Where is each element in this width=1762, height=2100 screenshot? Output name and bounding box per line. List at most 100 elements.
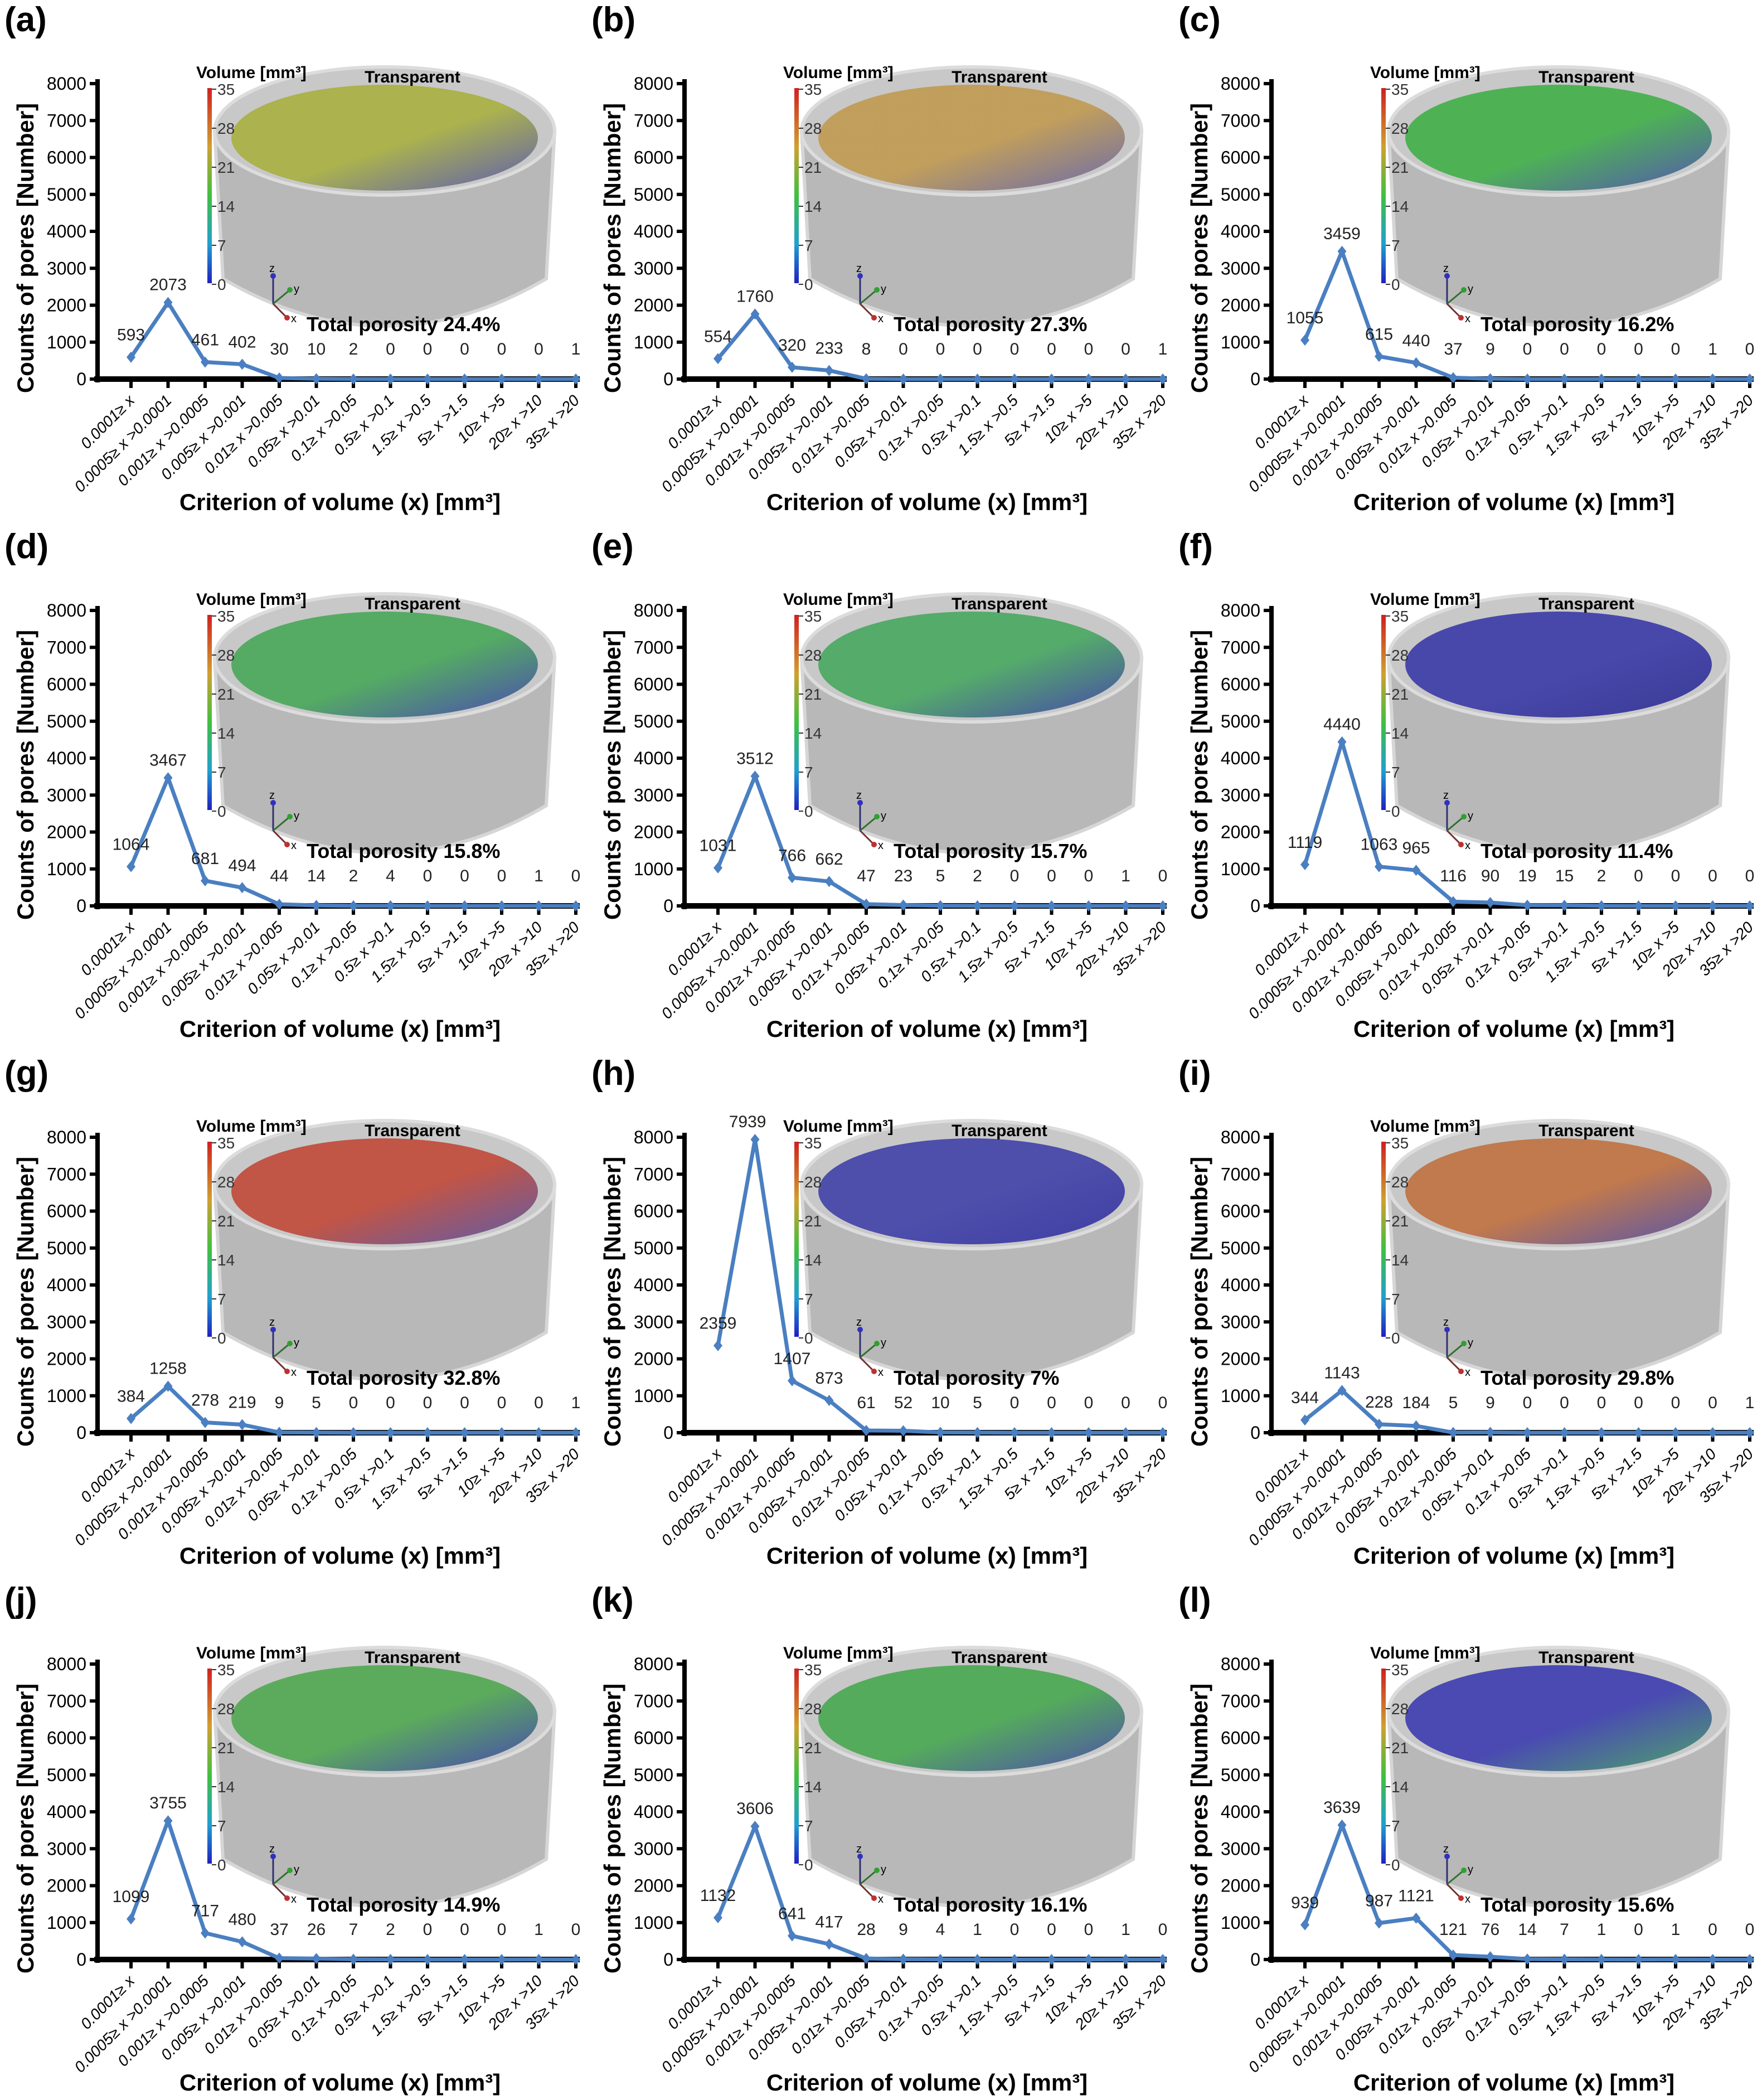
y-tick-label: 2000 <box>634 295 673 316</box>
y-tick-label: 4000 <box>47 748 86 768</box>
colorbar-tick-label: 0 <box>217 803 226 820</box>
data-label: 1121 <box>1398 1887 1434 1905</box>
data-point <box>1597 1427 1606 1438</box>
triad-label: y <box>294 810 299 822</box>
data-label: 0 <box>1010 867 1020 885</box>
data-label: 0 <box>1010 1920 1020 1939</box>
axis-triad-icon: z y x <box>856 1316 886 1379</box>
axis-triad-icon: z y x <box>1443 1316 1473 1379</box>
data-point <box>1411 865 1421 876</box>
data-label: 1119 <box>1288 833 1322 852</box>
sample-3d-render <box>1386 592 1731 855</box>
y-tick-label: 4000 <box>1221 1802 1260 1822</box>
y-tick-label: 2000 <box>47 1876 86 1896</box>
data-point <box>201 1927 210 1939</box>
chart-panel: (g) Volume [mm³] Transparent 35 28 21 14 7 0 z y x T… <box>0 1054 587 1573</box>
axis-triad-icon: z y x <box>1443 789 1473 852</box>
triad-y-dot <box>287 287 293 293</box>
data-label: 9 <box>899 1920 908 1939</box>
triad-z-dot <box>857 1327 863 1332</box>
colorbar-tick-label: 7 <box>804 764 813 781</box>
data-label: 1 <box>1745 1394 1755 1412</box>
data-label: 0 <box>497 1920 507 1939</box>
y-tick-label: 8000 <box>1221 74 1260 94</box>
data-point <box>127 351 135 363</box>
data-point <box>1449 372 1458 384</box>
data-point <box>1084 374 1093 385</box>
triad-y <box>1447 816 1464 832</box>
data-label: 402 <box>228 333 256 351</box>
data-label: 554 <box>704 327 732 346</box>
chart-panel: (d) Volume [mm³] Transparent 35 28 21 14 7 0 z y x T… <box>0 527 587 1046</box>
data-label: 1 <box>571 1394 581 1412</box>
data-point <box>1084 1954 1093 1965</box>
colorbar-tick-label: 14 <box>804 725 822 742</box>
triad-y <box>273 1342 290 1359</box>
total-porosity: Total porosity 16.1% <box>894 1893 1087 1916</box>
data-point <box>534 374 543 385</box>
data-label: 480 <box>228 1910 256 1929</box>
data-point <box>460 900 469 911</box>
triad-y <box>273 816 290 832</box>
x-axis-title: Criterion of volume (x) [mm³] <box>766 1543 1088 1569</box>
triad-z-dot <box>270 1327 276 1332</box>
colorbar-title: Volume [mm³] <box>783 64 894 82</box>
triad-z-dot <box>1444 273 1450 279</box>
y-tick-label: 6000 <box>1221 1728 1260 1748</box>
data-label: 0 <box>1084 1394 1094 1412</box>
data-label: 0 <box>1084 1920 1094 1939</box>
chart-panel: (l) Volume [mm³] Transparent 35 28 21 14 7 0 z y x T… <box>1174 1580 1761 2100</box>
triad-label: z <box>1443 1843 1449 1855</box>
data-label: 121 <box>1439 1920 1467 1939</box>
total-porosity: Total porosity 27.3% <box>894 313 1087 336</box>
data-point <box>1560 374 1569 385</box>
colorbar-tick-label: 7 <box>804 237 813 254</box>
sample-3d-render <box>799 1119 1144 1381</box>
data-label: 0 <box>1597 340 1606 358</box>
triad-label: z <box>1443 1316 1449 1328</box>
axis-triad-icon: z y x <box>856 263 886 325</box>
pore-surface <box>1405 85 1712 191</box>
data-label: 9 <box>1486 1394 1495 1412</box>
data-point <box>534 1953 543 1965</box>
data-point <box>899 899 908 911</box>
sample-3d-render <box>1386 1119 1731 1381</box>
y-axis-title: Counts of pores [Number] <box>599 630 625 920</box>
total-porosity: Total porosity 29.8% <box>1481 1366 1674 1389</box>
data-point <box>571 1954 580 1965</box>
pore-surface <box>818 1138 1125 1244</box>
x-axis-title: Criterion of volume (x) [mm³] <box>766 489 1088 515</box>
data-point <box>713 1912 722 1924</box>
panel-label: (d) <box>4 527 49 566</box>
colorbar-tick-label: 28 <box>217 120 235 137</box>
data-point <box>1375 351 1384 362</box>
data-point <box>423 1954 432 1965</box>
y-tick-label: 1000 <box>1221 1386 1260 1406</box>
data-label: 0 <box>423 867 433 885</box>
colorbar-tick-label: 35 <box>804 608 822 625</box>
y-tick-label: 1000 <box>1221 859 1260 879</box>
data-label: 1 <box>1597 1920 1606 1939</box>
data-point <box>497 900 506 911</box>
triad-z-dot <box>857 273 863 279</box>
data-point <box>275 372 284 384</box>
data-label: 1407 <box>774 1350 811 1368</box>
data-point <box>1597 374 1606 385</box>
data-label: 0 <box>386 1394 395 1412</box>
sample-3d-render <box>212 592 557 855</box>
triad-y-dot <box>1461 1868 1467 1873</box>
data-point <box>571 373 580 385</box>
data-point <box>1047 374 1056 385</box>
y-tick-label: 3000 <box>47 1839 86 1859</box>
pore-surface <box>1405 1665 1712 1771</box>
pore-surface <box>231 612 538 717</box>
data-point <box>1745 374 1754 385</box>
colorbar-tick-label: 7 <box>804 1817 813 1835</box>
data-label: 0 <box>571 1920 581 1939</box>
y-tick-label: 4000 <box>47 221 86 241</box>
y-tick-label: 6000 <box>47 1728 86 1748</box>
triad-x-dot <box>284 1895 290 1901</box>
data-point <box>899 1953 908 1965</box>
